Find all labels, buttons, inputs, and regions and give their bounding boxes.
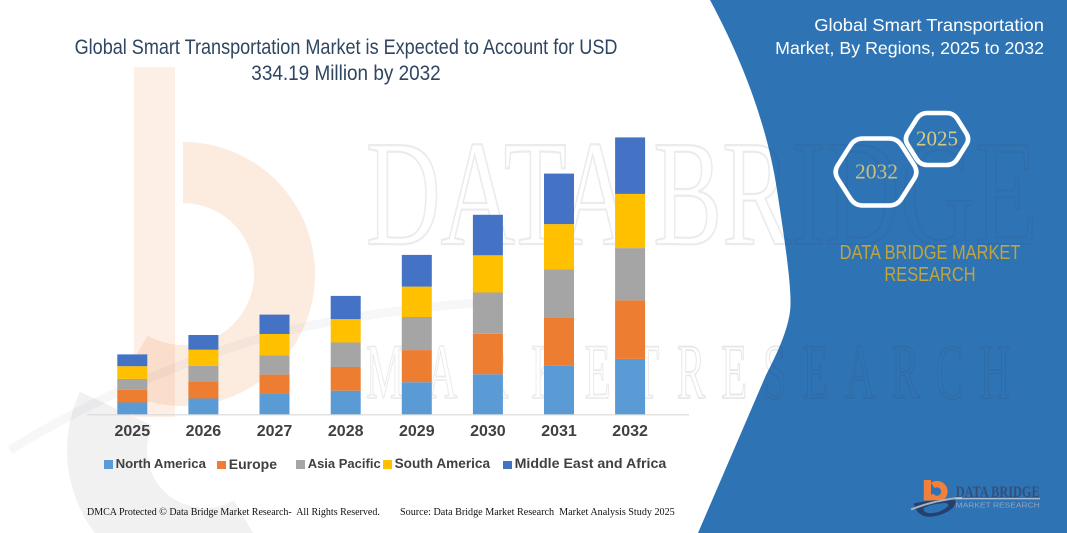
svg-text:MARKET RESEARCH: MARKET RESEARCH <box>956 503 1040 510</box>
svg-text:2032: 2032 <box>855 160 898 184</box>
svg-text:2025: 2025 <box>916 127 958 151</box>
svg-text:DATA BRIDGE: DATA BRIDGE <box>956 484 1040 501</box>
